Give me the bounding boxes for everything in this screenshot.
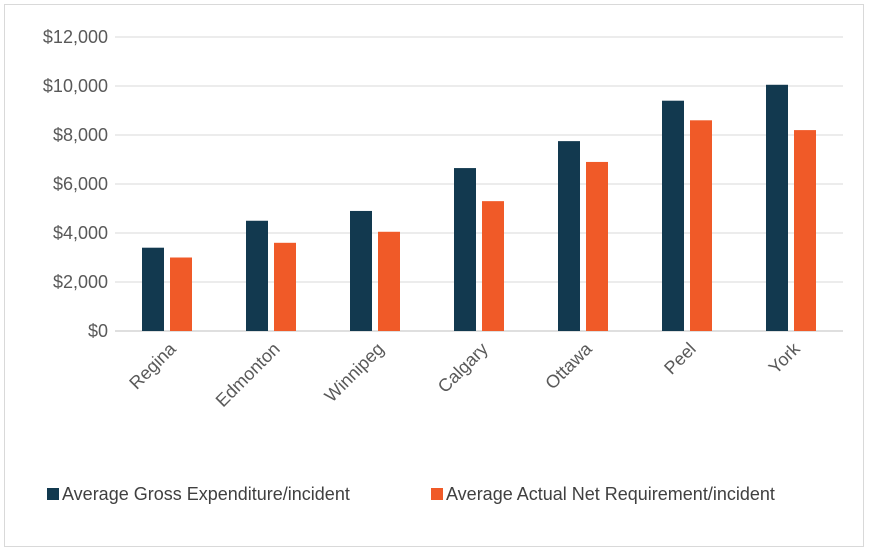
- bar-gross-calgary: [454, 168, 476, 331]
- x-tick-label: York: [765, 338, 805, 378]
- x-tick-label: Edmonton: [212, 339, 284, 411]
- legend-swatch: [47, 488, 59, 500]
- bar-net-winnipeg: [378, 231, 400, 331]
- y-tick-label: $4,000: [53, 223, 108, 243]
- x-tick-label: Ottawa: [541, 338, 596, 393]
- y-tick-label: $10,000: [43, 76, 108, 96]
- bar-net-peel: [690, 120, 712, 331]
- legend-label: Average Gross Expenditure/incident: [62, 484, 350, 504]
- legend-swatch: [431, 488, 443, 500]
- bar-net-york: [794, 130, 816, 331]
- x-tick-label: Winnipeg: [321, 339, 388, 406]
- bar-net-edmonton: [274, 242, 296, 331]
- y-tick-label: $6,000: [53, 174, 108, 194]
- bar-gross-ottawa: [558, 141, 580, 331]
- bar-gross-regina: [142, 247, 164, 331]
- bar-net-calgary: [482, 201, 504, 331]
- bar-gross-peel: [662, 100, 684, 331]
- x-tick-label: Calgary: [434, 339, 492, 397]
- bar-net-ottawa: [586, 161, 608, 331]
- bar-gross-edmonton: [246, 220, 268, 331]
- bar-gross-winnipeg: [350, 210, 372, 331]
- legend-label: Average Actual Net Requirement/incident: [446, 484, 775, 504]
- x-tick-label: Peel: [660, 339, 700, 379]
- bar-gross-york: [766, 84, 788, 332]
- bar-net-regina: [170, 257, 192, 331]
- y-tick-label: $2,000: [53, 272, 108, 292]
- y-tick-label: $8,000: [53, 125, 108, 145]
- x-tick-label: Regina: [125, 338, 180, 393]
- y-tick-label: $0: [88, 321, 108, 341]
- y-tick-label: $12,000: [43, 27, 108, 47]
